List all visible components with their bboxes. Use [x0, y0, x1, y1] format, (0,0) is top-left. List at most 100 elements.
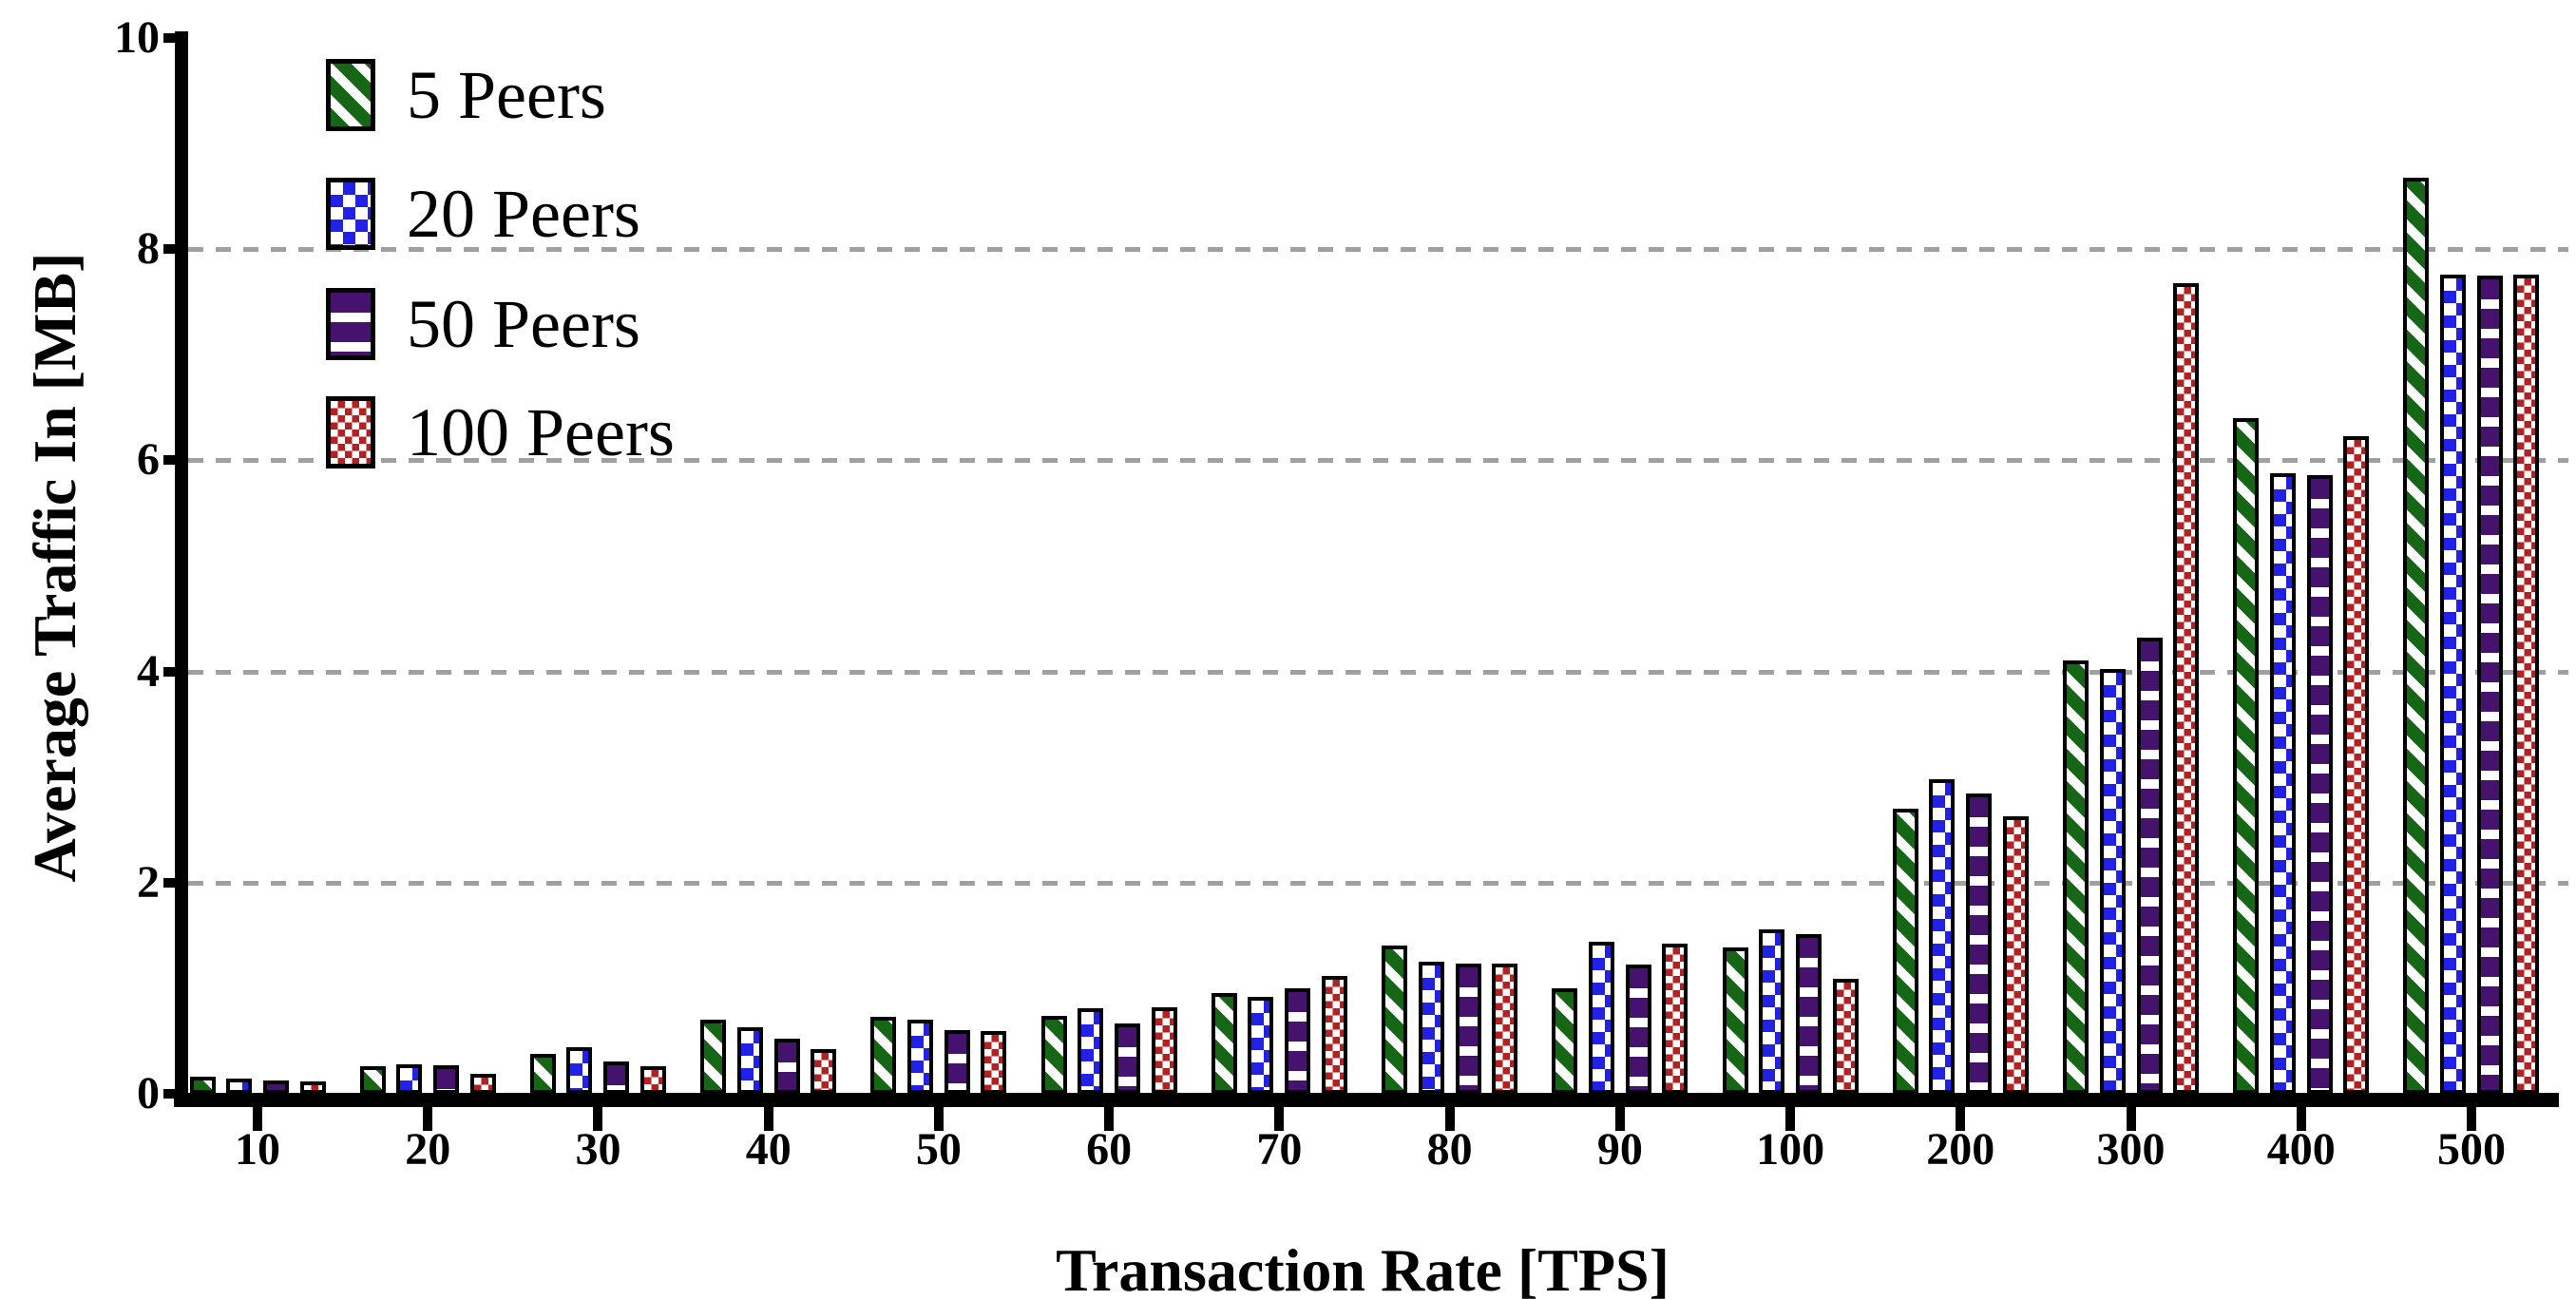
y-tick-label: 4 — [137, 645, 160, 697]
gridline-4 — [188, 669, 2568, 675]
x-tick-label: 80 — [1426, 1124, 1473, 1175]
bar-100-peers-40tps — [811, 1049, 837, 1094]
x-tick — [593, 1106, 603, 1131]
x-tick-label: 70 — [1256, 1124, 1303, 1175]
bar-20-peers-30tps — [566, 1047, 593, 1094]
y-tick-label: 6 — [137, 434, 160, 486]
y-tick-label: 8 — [137, 223, 160, 275]
bar-100-peers-90tps — [1662, 944, 1689, 1094]
bar-5-peers-40tps — [700, 1020, 727, 1094]
x-tick-label: 20 — [405, 1124, 451, 1175]
x-tick-label: 500 — [2436, 1124, 2506, 1175]
bar-100-peers-70tps — [1321, 975, 1347, 1094]
x-tick — [1614, 1106, 1625, 1131]
bar-100-peers-300tps — [2173, 282, 2200, 1094]
bar-100-peers-20tps — [469, 1073, 496, 1094]
x-axis-title: Transaction Rate [TPS] — [1056, 1236, 1670, 1300]
bar-50-peers-90tps — [1625, 965, 1651, 1094]
bar-50-peers-300tps — [2136, 638, 2163, 1094]
x-tick — [2296, 1106, 2306, 1131]
x-tick — [763, 1106, 773, 1131]
legend-swatch-icon — [326, 178, 375, 250]
legend-label: 50 Peers — [407, 286, 640, 362]
gridline-6 — [188, 458, 2568, 464]
y-tick — [163, 1089, 181, 1099]
y-tick-label: 10 — [114, 12, 160, 63]
bar-20-peers-60tps — [1078, 1008, 1104, 1094]
x-tick — [1785, 1106, 1796, 1131]
x-tick — [253, 1106, 262, 1131]
y-axis-title: Average Traffic In [MB] — [21, 252, 88, 883]
y-tick — [163, 33, 181, 43]
legend-label: 100 Peers — [407, 394, 675, 470]
x-tick — [1274, 1106, 1285, 1131]
y-tick — [163, 877, 181, 888]
bar-5-peers-90tps — [1552, 987, 1578, 1094]
bar-20-peers-90tps — [1588, 942, 1614, 1094]
bar-50-peers-500tps — [2476, 275, 2503, 1094]
x-tick-label: 50 — [915, 1124, 962, 1175]
x-tick — [2466, 1106, 2476, 1131]
bar-5-peers-10tps — [189, 1077, 216, 1094]
bar-100-peers-50tps — [981, 1031, 1007, 1094]
bar-100-peers-30tps — [639, 1066, 666, 1094]
bar-20-peers-100tps — [1759, 928, 1785, 1094]
bar-20-peers-10tps — [226, 1079, 252, 1094]
bar-5-peers-400tps — [2233, 417, 2260, 1094]
legend-swatch-icon — [326, 59, 375, 131]
bar-50-peers-10tps — [263, 1080, 289, 1094]
bar-50-peers-80tps — [1455, 964, 1481, 1094]
x-tick — [933, 1106, 944, 1131]
gridline-8 — [188, 247, 2568, 253]
bar-50-peers-100tps — [1796, 934, 1822, 1094]
x-tick-label: 90 — [1596, 1124, 1643, 1175]
y-tick-label: 2 — [137, 856, 160, 908]
bar-50-peers-200tps — [1966, 793, 1993, 1094]
legend: 5 Peers 20 Peers 50 Peers 100 Peers — [326, 57, 1086, 487]
x-tick-label: 300 — [2096, 1124, 2166, 1175]
bar-100-peers-500tps — [2513, 274, 2540, 1094]
x-tick — [1956, 1106, 1966, 1131]
bar-20-peers-500tps — [2439, 274, 2466, 1094]
bar-20-peers-80tps — [1418, 962, 1444, 1094]
bar-50-peers-50tps — [944, 1030, 970, 1094]
bar-5-peers-30tps — [529, 1053, 556, 1094]
bar-20-peers-20tps — [396, 1063, 423, 1094]
x-tick — [1104, 1106, 1115, 1131]
y-tick-label: 0 — [137, 1068, 160, 1118]
bar-20-peers-200tps — [1929, 778, 1956, 1094]
bar-5-peers-100tps — [1722, 946, 1748, 1094]
bar-5-peers-300tps — [2063, 660, 2089, 1094]
bar-100-peers-400tps — [2343, 435, 2370, 1094]
legend-label: 5 Peers — [407, 57, 606, 133]
bar-100-peers-10tps — [299, 1080, 326, 1094]
bar-5-peers-80tps — [1382, 946, 1408, 1094]
bar-50-peers-60tps — [1115, 1023, 1141, 1094]
bar-5-peers-500tps — [2403, 177, 2430, 1094]
bar-20-peers-70tps — [1248, 996, 1274, 1094]
x-tick-label: 40 — [745, 1124, 792, 1175]
bar-20-peers-50tps — [906, 1020, 933, 1094]
bar-50-peers-40tps — [773, 1039, 800, 1094]
legend-label: 20 Peers — [407, 176, 640, 252]
bar-50-peers-20tps — [433, 1065, 460, 1094]
bar-20-peers-400tps — [2269, 472, 2296, 1094]
x-tick-label: 100 — [1756, 1124, 1825, 1175]
y-tick — [163, 455, 181, 466]
bar-50-peers-400tps — [2306, 474, 2333, 1094]
bar-5-peers-70tps — [1211, 993, 1237, 1094]
y-tick — [163, 244, 181, 255]
y-tick — [163, 666, 181, 677]
bar-5-peers-200tps — [1892, 809, 1918, 1094]
bar-100-peers-200tps — [2002, 815, 2029, 1094]
y-axis-spine — [175, 31, 188, 1107]
x-tick — [2126, 1106, 2136, 1131]
legend-swatch-icon — [326, 396, 375, 468]
x-tick — [1444, 1106, 1455, 1131]
legend-swatch-icon — [326, 288, 375, 360]
x-axis-spine — [174, 1093, 2559, 1107]
x-tick-label: 400 — [2266, 1124, 2336, 1175]
bar-100-peers-80tps — [1492, 964, 1518, 1094]
bar-5-peers-50tps — [870, 1016, 897, 1094]
